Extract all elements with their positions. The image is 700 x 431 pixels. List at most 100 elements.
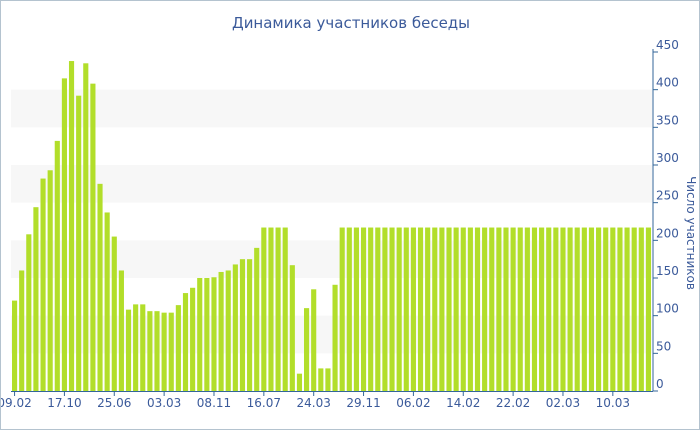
bar [482, 227, 488, 391]
bar [33, 207, 39, 391]
bar [68, 61, 75, 391]
bar [225, 270, 231, 391]
bar [617, 227, 623, 391]
x-axis: 09.02 17.10 25.06 03.03 08.11 16.07 24.03 29.11… [1, 391, 653, 410]
y-tick-label: 50 [656, 339, 671, 353]
y-tick-label: 350 [656, 113, 679, 127]
x-tick-label: 29.11 [346, 396, 380, 410]
bar [339, 227, 345, 391]
y-tick-label: 400 [656, 76, 679, 90]
bar [531, 227, 538, 391]
bar [510, 227, 516, 391]
bar [239, 259, 246, 391]
bar [503, 227, 509, 391]
x-tick-label: 16.07 [247, 396, 281, 410]
bar [304, 308, 310, 391]
y-tick-label: 300 [656, 151, 679, 165]
x-tick-label: 08.11 [197, 396, 231, 410]
bar [546, 227, 552, 391]
bar [410, 227, 416, 391]
bar [368, 227, 374, 391]
bar [638, 227, 644, 391]
x-tick-label: 10.03 [596, 396, 630, 410]
bar [453, 227, 459, 391]
bar [588, 227, 595, 391]
chart-title: Динамика участников беседы [231, 14, 471, 32]
bar [353, 227, 359, 391]
y-axis-title: Число участников [684, 176, 698, 290]
grid-bands [11, 89, 652, 354]
bar [83, 63, 89, 392]
bar [161, 312, 167, 391]
bar [133, 304, 139, 391]
bar [318, 368, 324, 391]
y-tick-label: 100 [656, 302, 679, 316]
y-tick-label: 0 [656, 377, 664, 391]
bar [553, 227, 559, 391]
bar-series [12, 61, 651, 392]
bar [645, 227, 651, 391]
bar [190, 287, 196, 391]
y-tick-label: 200 [656, 226, 679, 240]
bar [19, 270, 25, 391]
bar [389, 227, 395, 391]
bar [61, 78, 67, 392]
y-axis: 0 50 100 150 200 250 300 350 400 450 [652, 38, 679, 392]
bar [417, 227, 424, 391]
bar [524, 227, 530, 391]
bar [12, 300, 18, 391]
bar [346, 227, 352, 391]
x-tick-label: 06.02 [396, 396, 430, 410]
grid-band [11, 315, 652, 354]
bar [54, 140, 60, 391]
bar [26, 234, 32, 391]
bar [296, 373, 303, 391]
y-tick-label: 150 [656, 264, 679, 278]
bar [382, 227, 388, 391]
bar [268, 227, 274, 391]
bar [439, 227, 445, 391]
bar [47, 170, 53, 391]
x-tick-label: 25.06 [97, 396, 131, 410]
y-tick-label: 250 [656, 189, 679, 203]
bar [76, 95, 82, 391]
x-tick-label: 09.02 [1, 396, 32, 410]
bar [147, 311, 153, 391]
bar [396, 227, 402, 391]
bar [460, 227, 466, 391]
bar [375, 227, 381, 391]
bar [40, 178, 46, 391]
bar [474, 227, 481, 391]
bar [140, 304, 146, 391]
bar [467, 227, 473, 391]
bar [261, 227, 267, 391]
bar [560, 227, 566, 391]
x-tick-label: 22.02 [496, 396, 530, 410]
bar [154, 311, 160, 391]
bar [539, 227, 545, 391]
bar [97, 183, 103, 391]
bar [446, 227, 452, 391]
bar [118, 270, 124, 391]
bar [232, 264, 238, 391]
bar [403, 227, 409, 391]
bar [567, 227, 573, 391]
bar [517, 227, 523, 391]
bar [496, 227, 502, 391]
bar [175, 305, 181, 391]
bar [603, 227, 609, 391]
bar [197, 278, 203, 391]
bar [311, 289, 317, 391]
bar [218, 271, 224, 391]
grid-band [11, 240, 652, 278]
bar [596, 227, 602, 391]
x-tick-label: 24.03 [297, 396, 331, 410]
bar [574, 227, 580, 391]
x-tick-label: 17.10 [47, 396, 81, 410]
bar [254, 247, 260, 391]
x-tick-label: 14.02 [446, 396, 480, 410]
bar [610, 227, 616, 391]
bar [168, 312, 174, 391]
